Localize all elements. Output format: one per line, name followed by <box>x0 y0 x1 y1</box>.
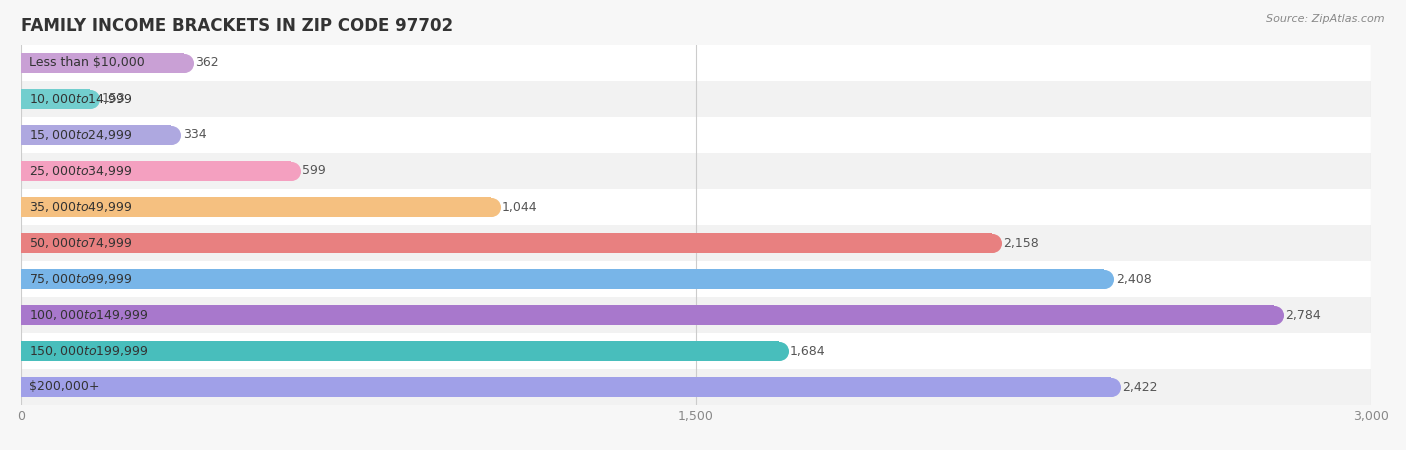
Bar <box>21 161 291 181</box>
Text: 1,684: 1,684 <box>790 345 825 357</box>
Point <box>79 95 101 103</box>
Text: 2,158: 2,158 <box>1004 237 1039 249</box>
Point <box>10 347 32 355</box>
Bar <box>21 233 993 253</box>
Bar <box>21 297 1371 333</box>
Bar <box>21 81 1371 117</box>
Bar <box>21 225 1371 261</box>
Point <box>1094 275 1116 283</box>
Bar <box>21 369 1371 405</box>
Point <box>280 167 302 175</box>
Bar <box>21 189 1371 225</box>
Bar <box>21 197 491 217</box>
Text: FAMILY INCOME BRACKETS IN ZIP CODE 97702: FAMILY INCOME BRACKETS IN ZIP CODE 97702 <box>21 17 453 35</box>
Point <box>10 167 32 175</box>
Text: 362: 362 <box>195 57 219 69</box>
Point <box>10 311 32 319</box>
Point <box>160 131 183 139</box>
Bar <box>21 377 1111 397</box>
Point <box>10 131 32 139</box>
Text: Less than $10,000: Less than $10,000 <box>30 57 145 69</box>
Bar <box>21 305 1274 325</box>
Point <box>10 203 32 211</box>
Text: $150,000 to $199,999: $150,000 to $199,999 <box>30 344 149 358</box>
Point <box>1099 383 1122 391</box>
Bar <box>21 89 90 109</box>
Point <box>10 275 32 283</box>
Point <box>10 59 32 67</box>
Text: $35,000 to $49,999: $35,000 to $49,999 <box>30 200 132 214</box>
Bar <box>21 45 1371 81</box>
Bar <box>21 53 184 73</box>
Point <box>10 383 32 391</box>
Point <box>10 239 32 247</box>
Text: 599: 599 <box>302 165 326 177</box>
Text: 334: 334 <box>183 129 207 141</box>
Bar <box>21 261 1371 297</box>
Text: Source: ZipAtlas.com: Source: ZipAtlas.com <box>1267 14 1385 23</box>
Text: 153: 153 <box>101 93 125 105</box>
Point <box>981 239 1004 247</box>
Bar <box>21 153 1371 189</box>
Text: $75,000 to $99,999: $75,000 to $99,999 <box>30 272 132 286</box>
Bar <box>21 117 1371 153</box>
Text: 1,044: 1,044 <box>502 201 537 213</box>
Text: $50,000 to $74,999: $50,000 to $74,999 <box>30 236 132 250</box>
Point <box>479 203 502 211</box>
Text: $10,000 to $14,999: $10,000 to $14,999 <box>30 92 132 106</box>
Bar <box>21 269 1105 289</box>
Text: $15,000 to $24,999: $15,000 to $24,999 <box>30 128 132 142</box>
Text: $100,000 to $149,999: $100,000 to $149,999 <box>30 308 149 322</box>
Point <box>1263 311 1285 319</box>
Bar <box>21 125 172 145</box>
Point <box>768 347 790 355</box>
Text: $200,000+: $200,000+ <box>30 381 100 393</box>
Text: $25,000 to $34,999: $25,000 to $34,999 <box>30 164 132 178</box>
Text: 2,408: 2,408 <box>1116 273 1152 285</box>
Text: 2,784: 2,784 <box>1285 309 1320 321</box>
Point <box>10 95 32 103</box>
Bar <box>21 341 779 361</box>
Point <box>173 59 195 67</box>
Bar <box>21 333 1371 369</box>
Text: 2,422: 2,422 <box>1122 381 1157 393</box>
